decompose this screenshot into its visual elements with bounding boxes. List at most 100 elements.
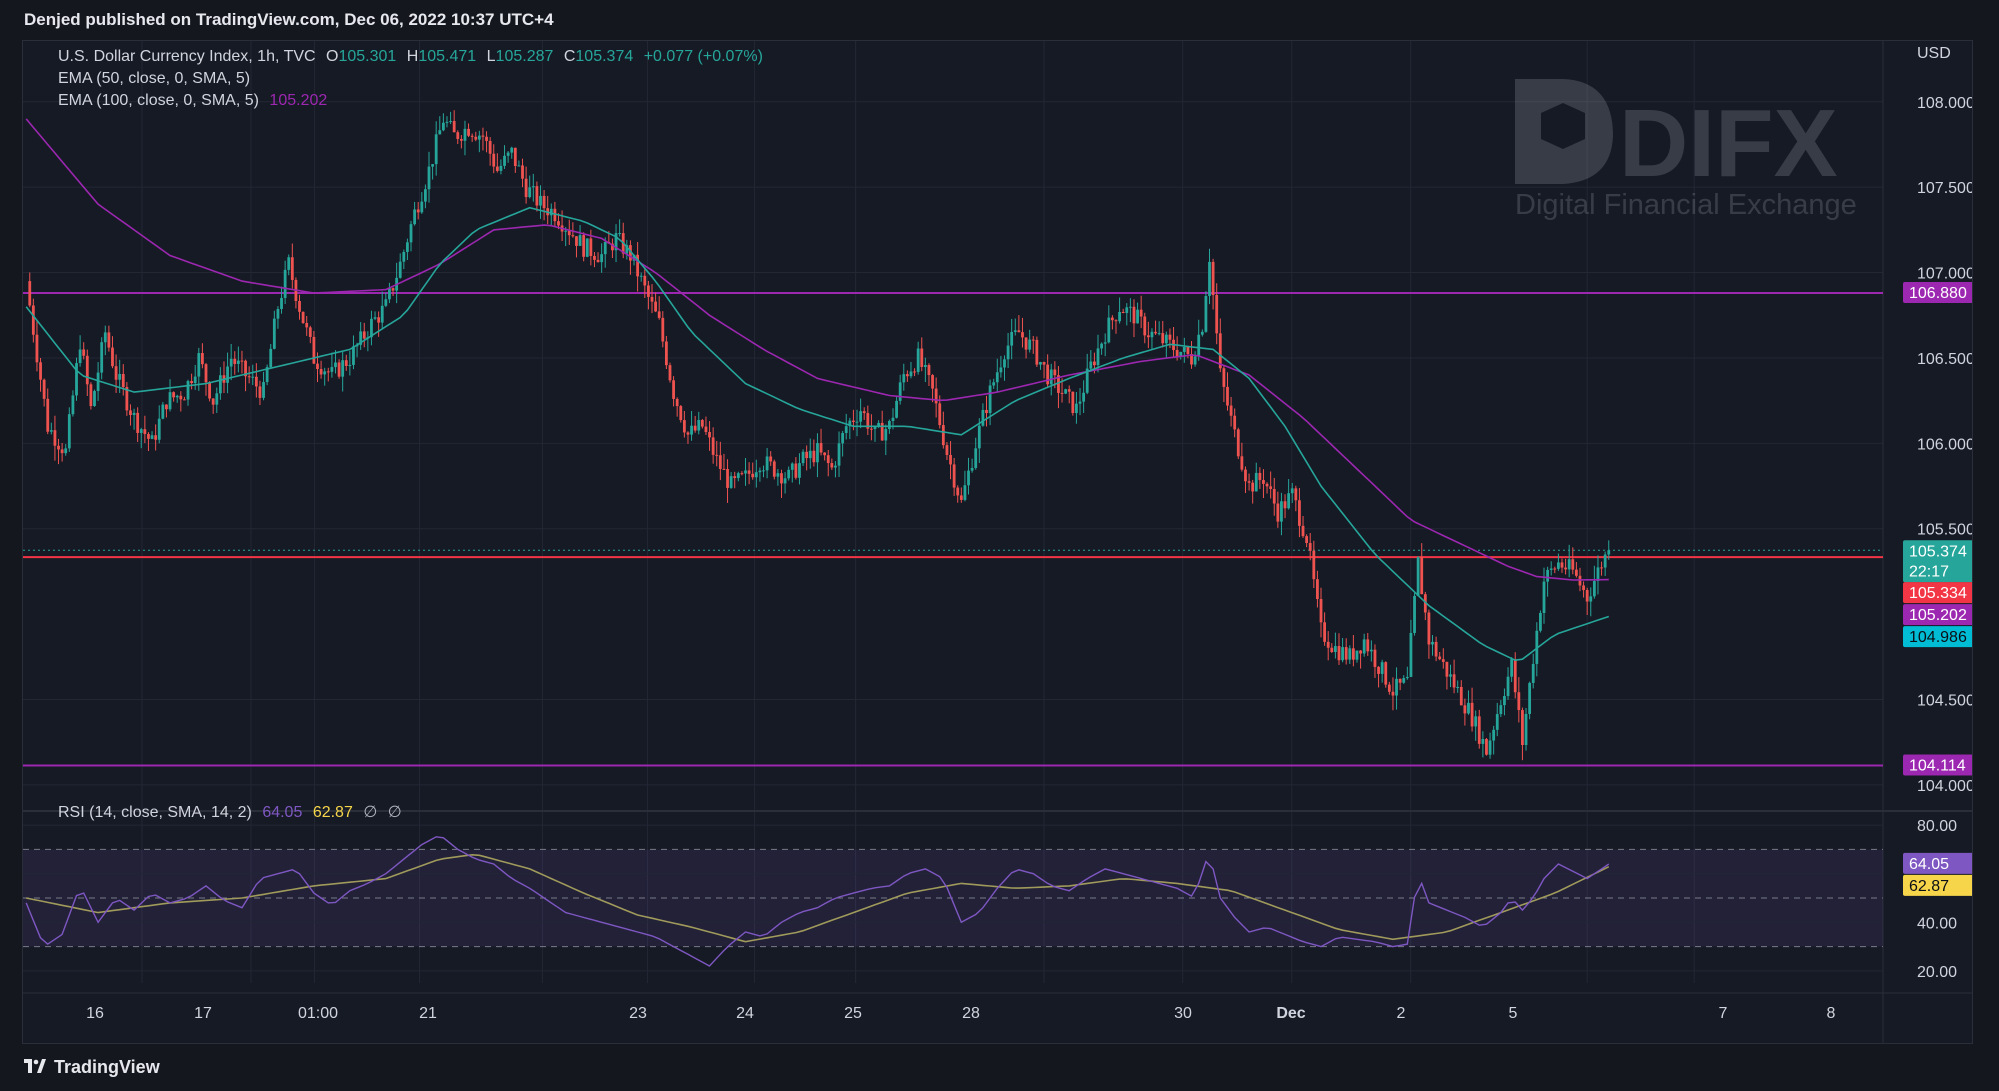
candle-body <box>427 166 431 190</box>
tradingview-footer[interactable]: TradingView <box>24 1052 160 1082</box>
candle-body <box>240 360 244 362</box>
candle-body <box>1290 488 1294 494</box>
candle-body <box>711 437 715 455</box>
candle-body <box>798 463 801 478</box>
candle <box>1024 337 1028 359</box>
price-axis-label-text: 105.334 <box>1909 585 1967 602</box>
candle <box>1251 479 1255 504</box>
candle-body <box>470 135 474 137</box>
candle-body <box>1513 659 1517 693</box>
candle <box>672 376 675 407</box>
rsi-ma-line <box>26 853 1610 943</box>
candle <box>348 350 352 376</box>
candle-body <box>204 364 208 383</box>
candle-body <box>298 300 301 312</box>
published-text: Denjed published on TradingView.com, Dec… <box>24 10 554 29</box>
candle <box>287 254 291 276</box>
hide-icon[interactable]: ∅ <box>387 804 402 821</box>
difx-tagline: Digital Financial Exchange <box>1515 189 1857 221</box>
candle <box>1103 333 1107 357</box>
candle-body <box>481 135 485 137</box>
candle-body <box>1218 333 1222 369</box>
price-tick-label: 105.500 <box>1917 522 1972 539</box>
candle <box>682 411 686 438</box>
candle <box>1409 619 1413 677</box>
rsi-legend[interactable]: RSI (14, close, SMA, 14, 2) 64.05 62.87 … <box>58 802 408 822</box>
candle <box>920 337 924 372</box>
candle-body <box>359 331 363 345</box>
candle <box>1215 283 1219 345</box>
ema100-legend[interactable]: EMA (100, close, 0, SMA, 5) 105.202 <box>58 92 333 110</box>
chart-area[interactable]: DIFX Digital Financial Exchange USD 108.000… <box>22 40 1973 1044</box>
candle-body <box>71 395 75 415</box>
candle <box>600 243 604 273</box>
candle <box>1089 350 1093 372</box>
candle-body <box>1398 678 1402 683</box>
candle-body <box>1380 662 1384 674</box>
candle-body <box>571 235 575 237</box>
candle-body <box>247 376 251 378</box>
candle-body <box>1467 702 1470 714</box>
candle-body <box>600 254 604 263</box>
candle-body <box>700 420 704 427</box>
candle-body <box>999 367 1003 373</box>
candle <box>1427 609 1431 659</box>
candle-body <box>485 136 488 141</box>
candle-body <box>330 367 334 372</box>
hide-icon[interactable]: ∅ <box>363 804 378 821</box>
candle <box>1449 664 1452 688</box>
candle <box>650 284 654 314</box>
candle <box>1316 570 1319 608</box>
candle-body <box>675 398 679 407</box>
candle <box>629 240 632 275</box>
candle <box>909 361 913 379</box>
candle <box>499 159 503 175</box>
time-tick-label: 30 <box>1174 1005 1192 1022</box>
candle <box>1405 666 1409 680</box>
candle <box>988 379 992 426</box>
candle-body <box>931 375 934 389</box>
candle-body <box>39 362 42 380</box>
candle <box>1301 516 1305 538</box>
candle <box>1348 645 1352 664</box>
candle-body <box>1459 686 1463 706</box>
candle-body <box>272 318 276 349</box>
candle <box>150 431 154 440</box>
candle <box>492 144 496 174</box>
candle-body <box>1567 559 1571 570</box>
candle-body <box>693 425 697 431</box>
candle-body <box>1362 639 1366 654</box>
time-tick-label: 28 <box>962 1005 980 1022</box>
candle <box>1377 666 1380 688</box>
candle <box>1373 644 1377 678</box>
candle-body <box>938 403 942 426</box>
tradingview-logo-icon <box>24 1057 46 1078</box>
candle <box>506 151 510 163</box>
candle-body <box>215 393 219 405</box>
candle-body <box>988 385 992 414</box>
candle-body <box>1193 356 1197 365</box>
candle <box>582 232 586 262</box>
candle-body <box>1344 647 1348 660</box>
candle <box>1042 361 1046 379</box>
candle-body <box>1139 309 1143 317</box>
candle <box>639 272 643 282</box>
time-tick-label: 5 <box>1509 1005 1518 1022</box>
candle-body <box>85 355 89 385</box>
ema50-legend[interactable]: EMA (50, close, 0, SMA, 5) <box>58 70 256 88</box>
candle <box>517 160 521 167</box>
candle <box>1351 635 1355 667</box>
candle-body <box>758 470 762 473</box>
time-tick-label: Dec <box>1276 1005 1305 1022</box>
time-tick-label: 21 <box>419 1005 437 1022</box>
candle-body <box>1510 659 1514 677</box>
rsi-ma-value: 62.87 <box>312 804 353 821</box>
candle <box>679 404 683 423</box>
candle-body <box>941 425 945 446</box>
candle-body <box>995 372 999 383</box>
candle-body <box>611 243 614 251</box>
candle-body <box>1233 415 1237 430</box>
candle <box>470 133 474 142</box>
candle <box>772 459 776 480</box>
